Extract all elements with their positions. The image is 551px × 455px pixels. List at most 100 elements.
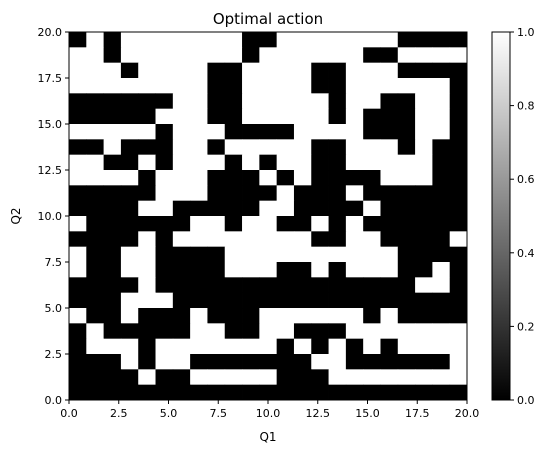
heatmap-cell bbox=[363, 231, 381, 248]
heatmap-cell bbox=[224, 93, 243, 110]
heatmap-cell bbox=[293, 47, 312, 64]
heatmap-cell bbox=[449, 369, 468, 386]
heatmap-cell bbox=[155, 262, 174, 278]
heatmap-cell bbox=[224, 78, 243, 94]
heatmap-cell bbox=[415, 292, 433, 309]
heatmap-cell bbox=[224, 124, 243, 140]
heatmap-cell bbox=[155, 323, 174, 340]
heatmap-cell bbox=[190, 124, 208, 140]
heatmap-cell bbox=[172, 108, 191, 125]
heatmap-cell bbox=[293, 262, 312, 278]
heatmap-cell bbox=[190, 47, 208, 64]
heatmap-cell bbox=[259, 124, 278, 140]
heatmap-cell bbox=[172, 200, 191, 217]
heatmap-cell bbox=[293, 32, 312, 48]
heatmap-cell bbox=[449, 246, 468, 263]
heatmap-cell bbox=[120, 384, 139, 401]
heatmap-cell bbox=[276, 292, 295, 309]
heatmap-cell bbox=[415, 277, 433, 294]
heatmap-cell bbox=[328, 277, 347, 294]
heatmap-cell bbox=[276, 32, 295, 48]
heatmap-cell bbox=[397, 231, 416, 248]
heatmap-cell bbox=[328, 185, 347, 202]
heatmap-cell bbox=[103, 154, 122, 171]
heatmap-cell bbox=[276, 200, 295, 217]
heatmap-cell bbox=[86, 216, 104, 232]
heatmap-cell bbox=[138, 384, 156, 401]
heatmap-cell bbox=[311, 354, 329, 370]
heatmap-cell bbox=[242, 262, 260, 278]
heatmap-cell bbox=[345, 216, 364, 232]
colorbar-tick-label: 0.6 bbox=[517, 173, 535, 186]
heatmap-cell bbox=[276, 354, 295, 370]
heatmap-cell bbox=[86, 308, 104, 324]
heatmap-cell bbox=[86, 62, 104, 79]
heatmap-cell bbox=[311, 200, 329, 217]
y-tick-label: 7.5 bbox=[45, 256, 63, 269]
heatmap-cell bbox=[120, 369, 139, 386]
heatmap-cell bbox=[363, 200, 381, 217]
heatmap-cell bbox=[293, 216, 312, 232]
heatmap-cell bbox=[397, 32, 416, 48]
heatmap-cell bbox=[259, 338, 278, 355]
heatmap-cell bbox=[172, 277, 191, 294]
heatmap-cell bbox=[69, 308, 87, 324]
heatmap-cell bbox=[86, 47, 104, 64]
heatmap-cell bbox=[138, 78, 156, 94]
heatmap-cell bbox=[397, 338, 416, 355]
heatmap-cell bbox=[432, 277, 451, 294]
heatmap-cell bbox=[397, 354, 416, 370]
heatmap-cell bbox=[415, 78, 433, 94]
heatmap-cell bbox=[397, 216, 416, 232]
heatmap-cell bbox=[242, 170, 260, 186]
heatmap-cell bbox=[380, 216, 399, 232]
heatmap-cell bbox=[69, 185, 87, 202]
heatmap-cell bbox=[449, 338, 468, 355]
heatmap-cell bbox=[328, 338, 347, 355]
heatmap-cell bbox=[224, 231, 243, 248]
heatmap-cell bbox=[293, 62, 312, 79]
heatmap-cell bbox=[86, 369, 104, 386]
heatmap-cell bbox=[345, 124, 364, 140]
heatmap-cell bbox=[397, 384, 416, 401]
heatmap-cell bbox=[259, 308, 278, 324]
heatmap-cell bbox=[293, 154, 312, 171]
heatmap-cell bbox=[311, 292, 329, 309]
y-tick-label: 15.0 bbox=[38, 118, 63, 131]
heatmap-cell bbox=[328, 47, 347, 64]
heatmap-cell bbox=[276, 308, 295, 324]
heatmap-cell bbox=[345, 32, 364, 48]
heatmap-cell bbox=[276, 139, 295, 156]
heatmap-cell bbox=[172, 369, 191, 386]
x-tick-label: 7.5 bbox=[210, 407, 228, 420]
heatmap-cell bbox=[363, 108, 381, 125]
heatmap-cell bbox=[224, 308, 243, 324]
heatmap-cell bbox=[86, 139, 104, 156]
heatmap-cell bbox=[155, 154, 174, 171]
heatmap-cell bbox=[432, 231, 451, 248]
heatmap-cell bbox=[120, 154, 139, 171]
heatmap-cell bbox=[138, 170, 156, 186]
heatmap-cell bbox=[293, 308, 312, 324]
heatmap-cell bbox=[432, 246, 451, 263]
heatmap-cell bbox=[328, 354, 347, 370]
heatmap-cell bbox=[103, 323, 122, 340]
heatmap-cell bbox=[449, 32, 468, 48]
heatmap-cell bbox=[276, 338, 295, 355]
heatmap-cell bbox=[328, 369, 347, 386]
heatmap-cell bbox=[190, 384, 208, 401]
heatmap-cell bbox=[103, 277, 122, 294]
heatmap-cell bbox=[293, 338, 312, 355]
heatmap-cell bbox=[224, 32, 243, 48]
heatmap-cell bbox=[293, 124, 312, 140]
heatmap-cell bbox=[415, 154, 433, 171]
heatmap-cell bbox=[155, 170, 174, 186]
heatmap-cell bbox=[224, 262, 243, 278]
heatmap-cell bbox=[259, 200, 278, 217]
heatmap-cell bbox=[120, 78, 139, 94]
heatmap-cell bbox=[190, 154, 208, 171]
heatmap-cell bbox=[224, 354, 243, 370]
heatmap-cell bbox=[311, 369, 329, 386]
heatmap-cell bbox=[103, 108, 122, 125]
heatmap-cell bbox=[311, 139, 329, 156]
